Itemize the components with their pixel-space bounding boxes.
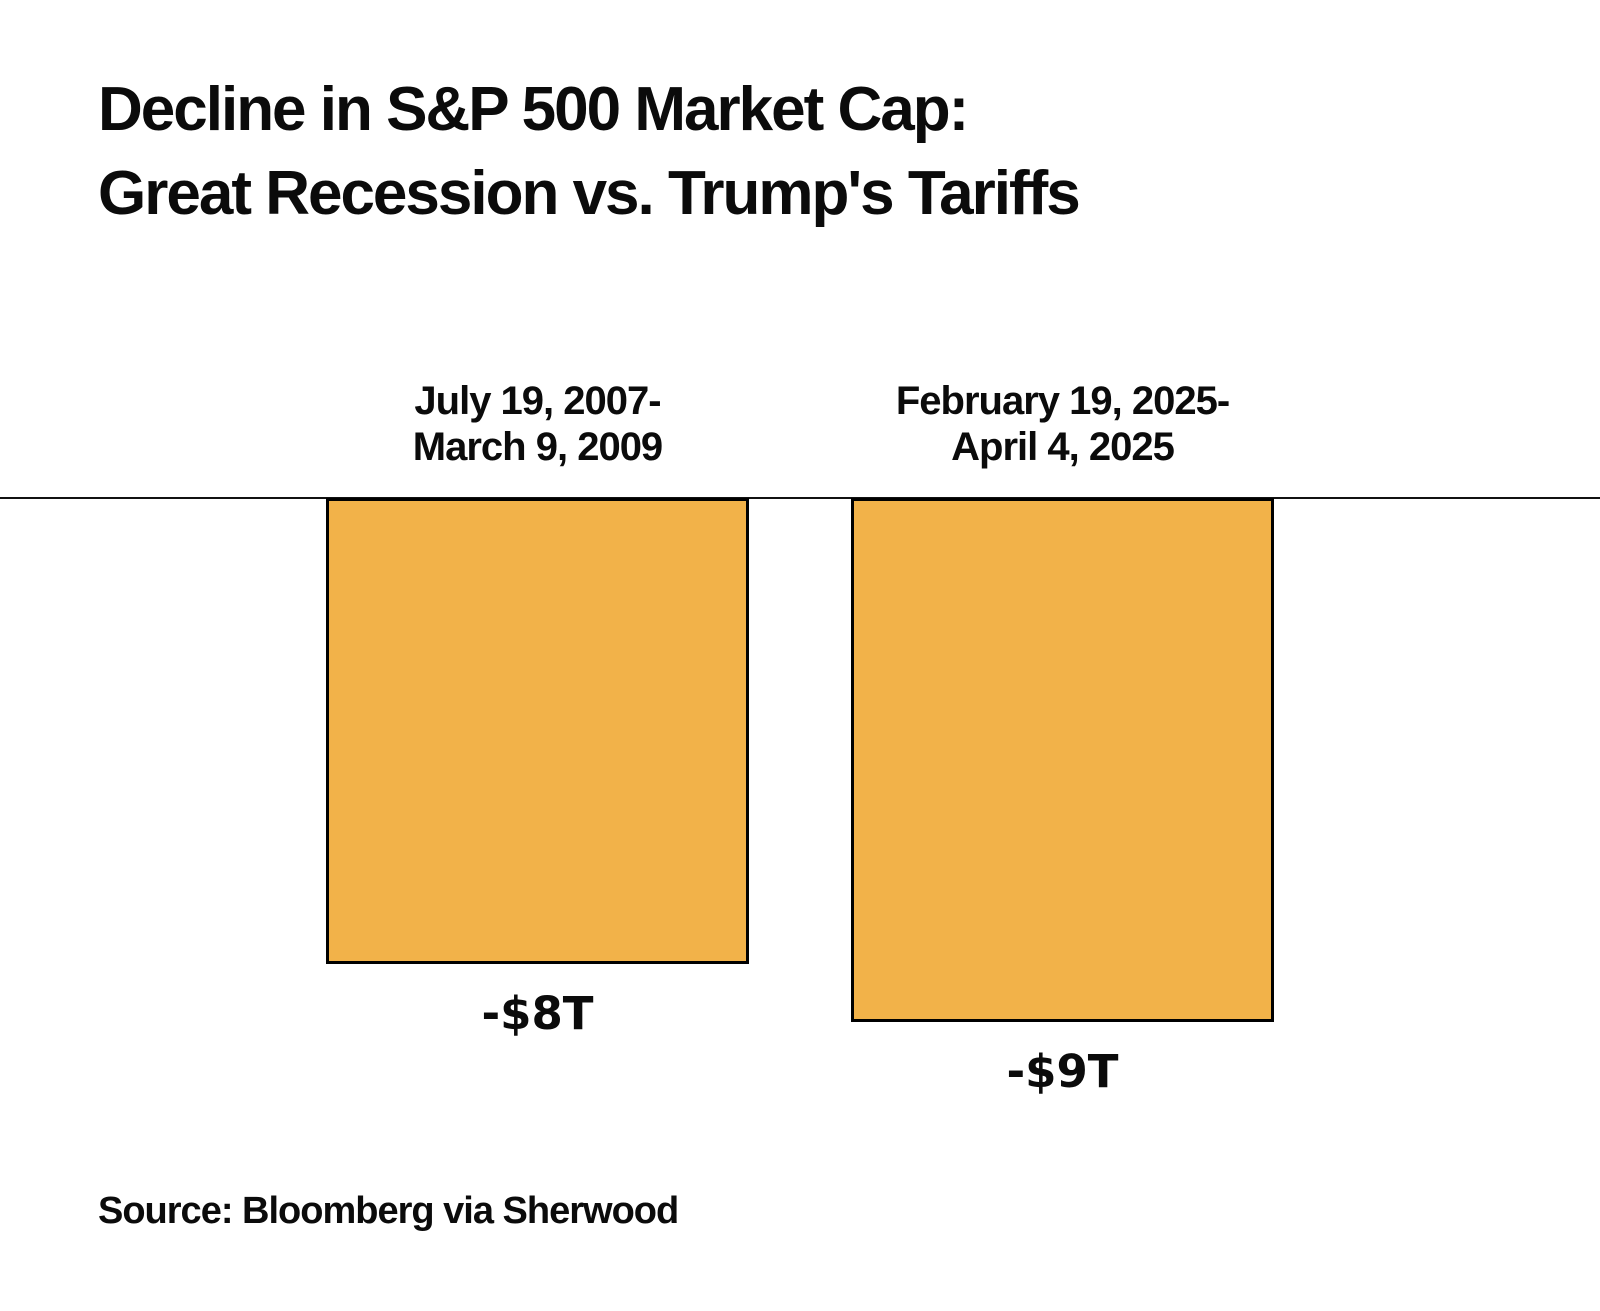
value-label-great-recession: -$8T (481, 987, 594, 1040)
chart-title: Decline in S&P 500 Market Cap: Great Rec… (98, 68, 1081, 236)
chart-title-line2: Great Recession vs. Trump's Tariffs (98, 159, 1081, 228)
chart-title-line1: Decline in S&P 500 Market Cap: (98, 75, 969, 144)
bar-trump-tariffs (851, 498, 1274, 1022)
source-credit: Source: Bloomberg via Sherwood (98, 1190, 679, 1232)
category-label-line: March 9, 2009 (412, 425, 663, 469)
category-label-line: February 19, 2025- (895, 379, 1230, 423)
bar-great-recession (326, 498, 749, 964)
value-label-trump-tariffs: -$9T (1006, 1045, 1119, 1098)
zero-baseline (0, 497, 1600, 499)
category-label-trump-tariffs: February 19, 2025- April 4, 2025 (851, 378, 1274, 470)
category-label-line: April 4, 2025 (951, 425, 1175, 469)
category-label-great-recession: July 19, 2007- March 9, 2009 (326, 378, 749, 470)
category-label-line: July 19, 2007- (414, 379, 661, 423)
